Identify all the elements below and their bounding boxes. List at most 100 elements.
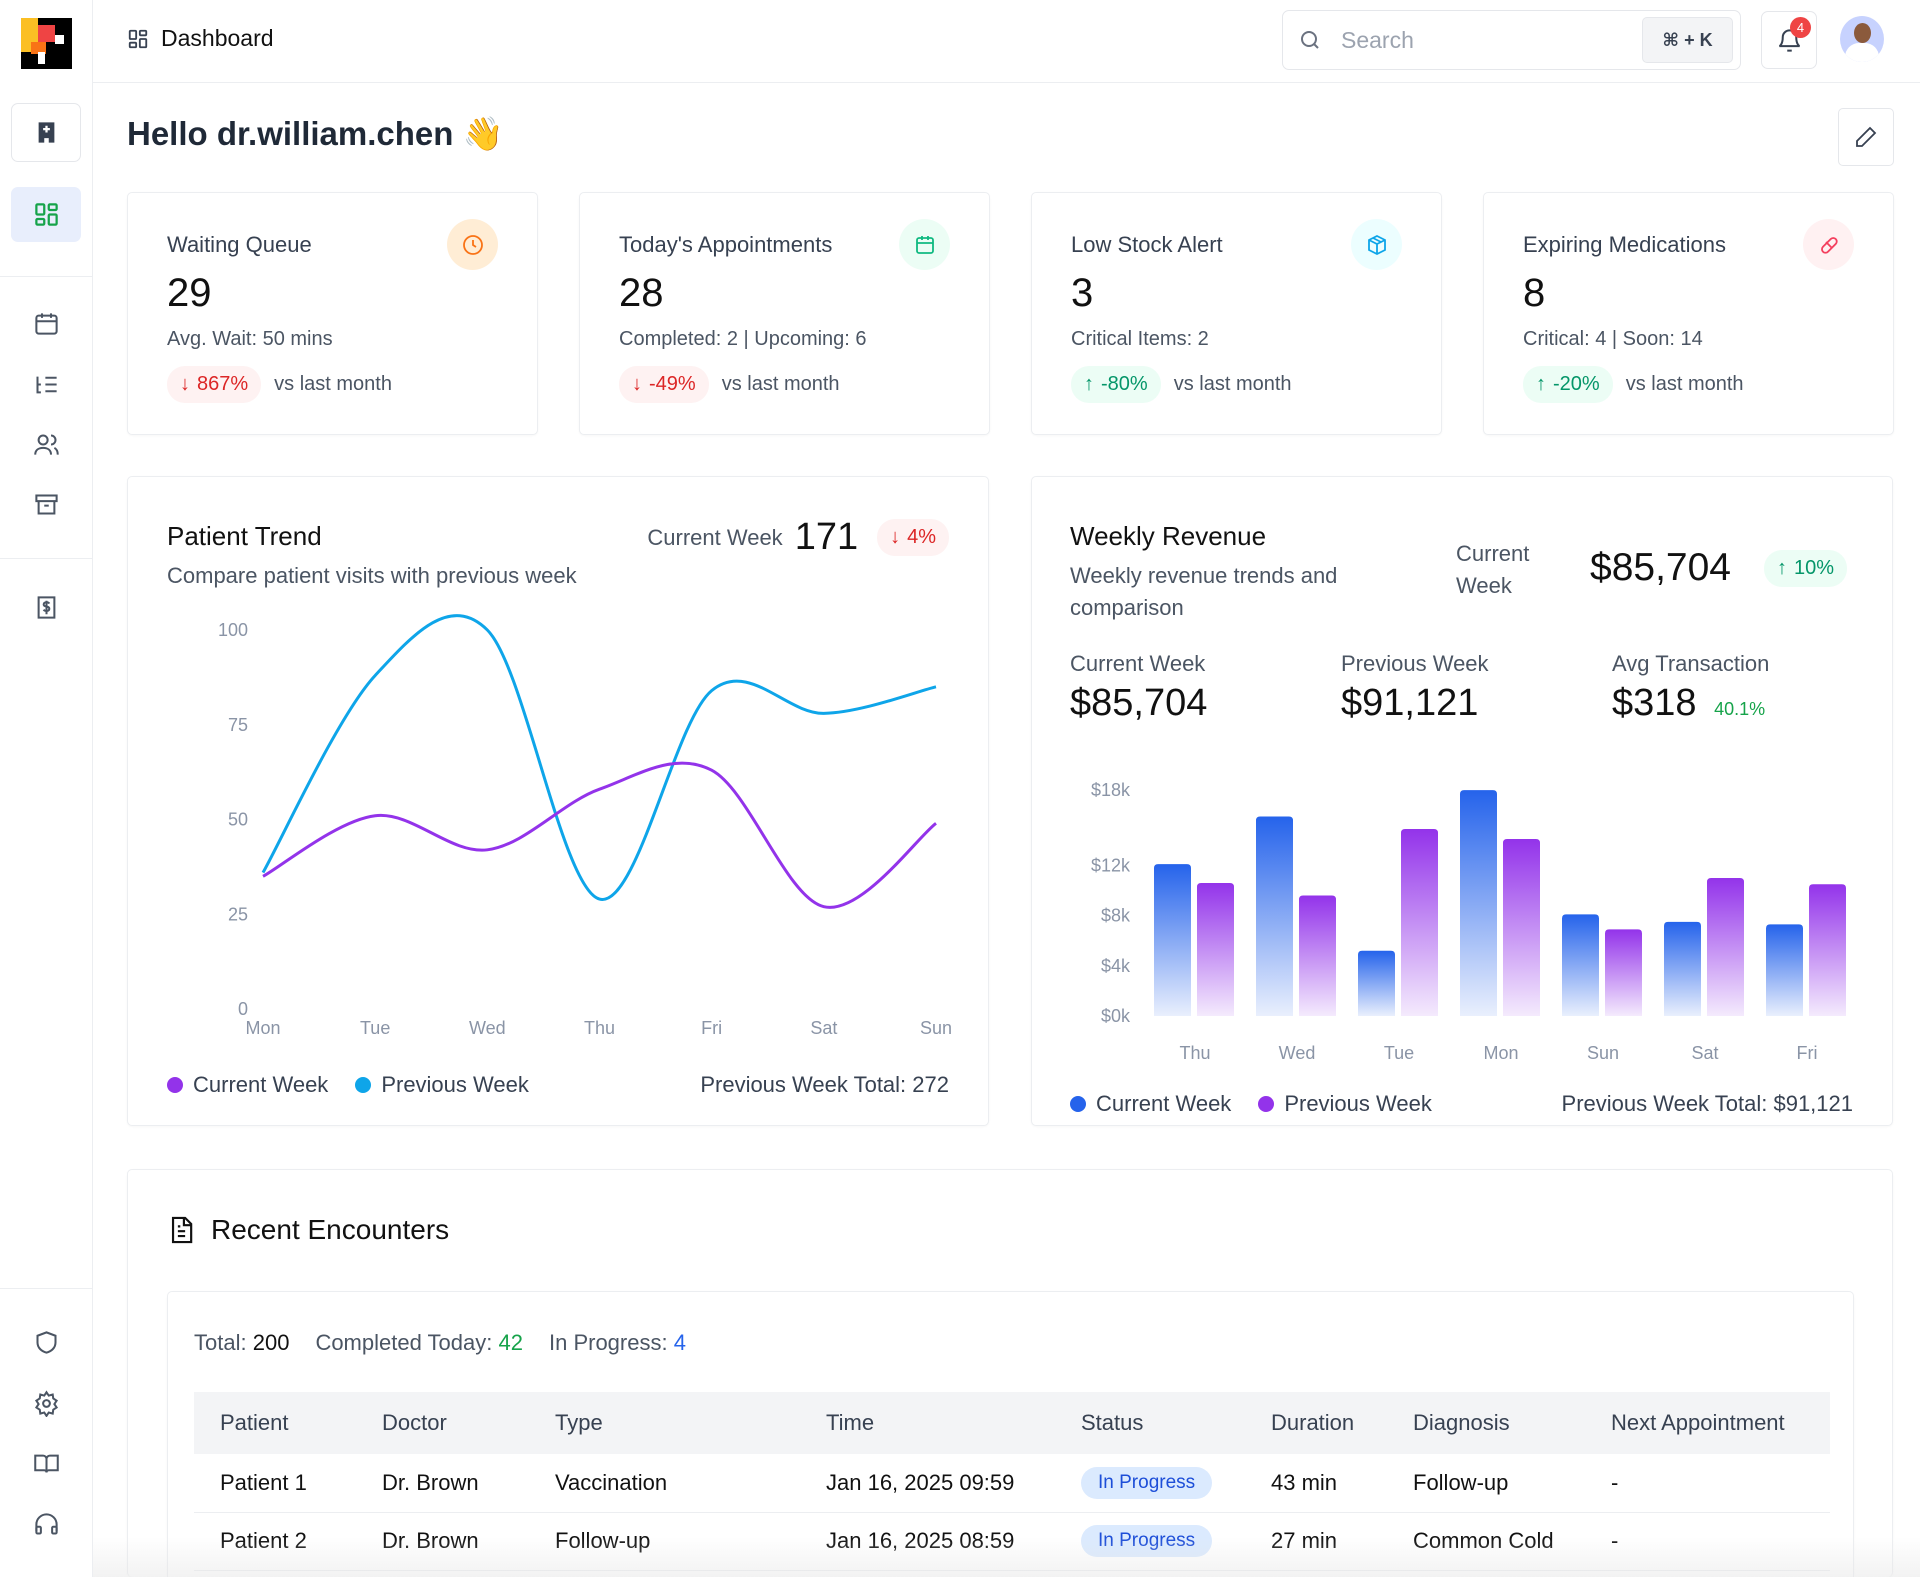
search-input[interactable]: Search ⌘ + K [1282, 10, 1741, 70]
stat-compare: vs last month [274, 373, 392, 395]
legend-current-week[interactable]: Current Week [167, 1072, 328, 1098]
bar-previous-week[interactable] [1707, 877, 1744, 1016]
cell-status: In Progress [1055, 1512, 1245, 1571]
user-avatar[interactable] [1840, 16, 1884, 62]
encounters-table: Patient Doctor Type Time Status Duration Diagn… [194, 1392, 1830, 1571]
sidebar-item-docs[interactable] [11, 1434, 81, 1493]
edit-dashboard-button[interactable] [1838, 108, 1894, 166]
column-header[interactable]: Time [800, 1392, 1055, 1454]
sidebar-item-appointments[interactable] [11, 294, 81, 353]
sidebar [0, 0, 93, 1577]
hospital-switcher[interactable] [11, 103, 81, 162]
revenue-metric: Avg Transaction $318 40.1% [1612, 651, 1770, 724]
bar-previous-week[interactable] [1809, 884, 1846, 1016]
x-tick-label: Mon [1483, 1043, 1518, 1063]
recent-encounters-card: Recent Encounters Total: 200 Completed T… [127, 1169, 1893, 1577]
weekly-revenue-chart: $0k $4k $8k $12k $18k Thu Wed Tue Mon Sun Sat Fri [1091, 780, 1846, 1063]
y-tick-label: $8k [1101, 906, 1131, 926]
stat-compare: vs last month [1173, 373, 1292, 395]
column-header[interactable]: Next Appointment [1585, 1392, 1830, 1454]
column-header[interactable]: Diagnosis [1387, 1392, 1585, 1454]
table-row[interactable]: Patient 2 Dr. Brown Follow-up Jan 16, 2025 … [194, 1512, 1830, 1571]
x-tick-label: Sat [810, 1018, 837, 1038]
stat-value: 29 [167, 271, 212, 315]
top-header: Dashboard Search ⌘ + K 4 [93, 0, 1920, 83]
x-tick-label: Wed [469, 1018, 506, 1038]
app-logo[interactable] [21, 18, 72, 69]
sidebar-item-queue[interactable] [11, 355, 81, 414]
breadcrumb[interactable]: Dashboard [127, 25, 274, 52]
bar-current-week[interactable] [1460, 790, 1497, 1016]
bar-previous-week[interactable] [1605, 929, 1642, 1016]
bar-previous-week[interactable] [1503, 839, 1540, 1016]
completed-count: 42 [498, 1330, 523, 1355]
sidebar-item-security[interactable] [11, 1313, 81, 1372]
greeting-text: Hello dr.william.chen [127, 115, 454, 152]
column-header[interactable]: Duration [1245, 1392, 1387, 1454]
gear-icon [34, 1390, 58, 1417]
cell-patient: Patient 2 [194, 1512, 356, 1571]
column-header[interactable]: Patient [194, 1392, 356, 1454]
sidebar-item-inventory[interactable] [11, 475, 81, 534]
document-icon [171, 1216, 193, 1244]
cell-diagnosis: Follow-up [1387, 1454, 1585, 1513]
stat-change-badge: ↑ -80% [1071, 366, 1161, 403]
line-previous-week[interactable] [261, 614, 937, 901]
line-current-week[interactable] [262, 761, 937, 909]
column-header[interactable]: Type [529, 1392, 800, 1454]
bar-current-week[interactable] [1664, 921, 1701, 1016]
bar-current-week[interactable] [1154, 864, 1191, 1016]
cell-doctor: Dr. Brown [356, 1454, 529, 1513]
users-icon [33, 434, 59, 455]
notifications-button[interactable]: 4 [1761, 11, 1817, 69]
stat-card-low-stock-alert[interactable]: Low Stock Alert 3 Critical Items: 2 ↑ -80… [1031, 192, 1442, 435]
sidebar-item-patients[interactable] [11, 415, 81, 474]
column-header[interactable]: Status [1055, 1392, 1245, 1454]
x-tick-label: Tue [1384, 1043, 1414, 1063]
legend-previous-week[interactable]: Previous Week [355, 1072, 529, 1098]
stat-card-expiring-medications[interactable]: Expiring Medications 8 Critical: 4 | Soo… [1483, 192, 1894, 435]
revenue-previous-total: Previous Week Total: $91,121 [1561, 1091, 1853, 1116]
bar-current-week[interactable] [1256, 816, 1293, 1016]
stat-title: Expiring Medications [1523, 232, 1726, 257]
legend-current-week[interactable]: Current Week [1070, 1091, 1231, 1117]
bar-current-week[interactable] [1358, 950, 1395, 1016]
y-tick-label: 25 [228, 904, 248, 924]
sidebar-item-support[interactable] [11, 1495, 81, 1554]
bar-previous-week[interactable] [1299, 895, 1336, 1016]
bar-current-week[interactable] [1766, 924, 1803, 1016]
revenue-metric: Previous Week $91,121 [1341, 651, 1489, 724]
column-header[interactable]: Doctor [356, 1392, 529, 1454]
arrow-up-icon: ↑ [1777, 557, 1787, 579]
sidebar-item-billing[interactable] [11, 578, 81, 637]
stat-subtext: Avg. Wait: 50 mins [167, 328, 333, 350]
encounter-summary: Total: 200 Completed Today: 42 In Progre… [194, 1330, 686, 1355]
encounters-title: Recent Encounters [211, 1214, 450, 1245]
breadcrumb-label: Dashboard [161, 25, 274, 51]
sidebar-item-settings[interactable] [11, 1374, 81, 1433]
bar-current-week[interactable] [1562, 914, 1599, 1016]
stat-subtext: Critical Items: 2 [1071, 328, 1209, 350]
bar-previous-week[interactable] [1197, 882, 1234, 1016]
stat-title: Low Stock Alert [1071, 232, 1223, 257]
stat-card-waiting-queue[interactable]: Waiting Queue 29 Avg. Wait: 50 mins ↓ 867… [127, 192, 538, 435]
headphones-icon [34, 1513, 58, 1535]
bar-previous-week[interactable] [1401, 829, 1438, 1016]
x-tick-label: Thu [584, 1018, 615, 1038]
receipt-icon [37, 596, 55, 619]
arrow-up-icon: ↑ [1536, 373, 1546, 395]
stat-card-today-s-appointments[interactable]: Today's Appointments 28 Completed: 2 | U… [579, 192, 990, 435]
sidebar-item-dashboard[interactable] [11, 187, 81, 242]
cell-next-appointment: - [1585, 1512, 1830, 1571]
legend-previous-week[interactable]: Previous Week [1258, 1091, 1432, 1117]
trend-change-value: 4% [907, 526, 936, 548]
cell-doctor: Dr. Brown [356, 1512, 529, 1571]
patient-trend-chart: 0 25 50 75 100 Mon Tue Wed Thu Fri Sat Sun [218, 614, 952, 1038]
calendar-icon [899, 219, 950, 270]
cell-patient: Patient 1 [194, 1454, 356, 1513]
y-tick-label: $4k [1101, 956, 1131, 976]
status-badge: In Progress [1081, 1466, 1213, 1499]
encounters-table-panel: Total: 200 Completed Today: 42 In Progre… [167, 1291, 1854, 1577]
stat-title: Waiting Queue [167, 232, 312, 257]
table-row[interactable]: Patient 1 Dr. Brown Vaccination Jan 16, 202… [194, 1454, 1830, 1513]
